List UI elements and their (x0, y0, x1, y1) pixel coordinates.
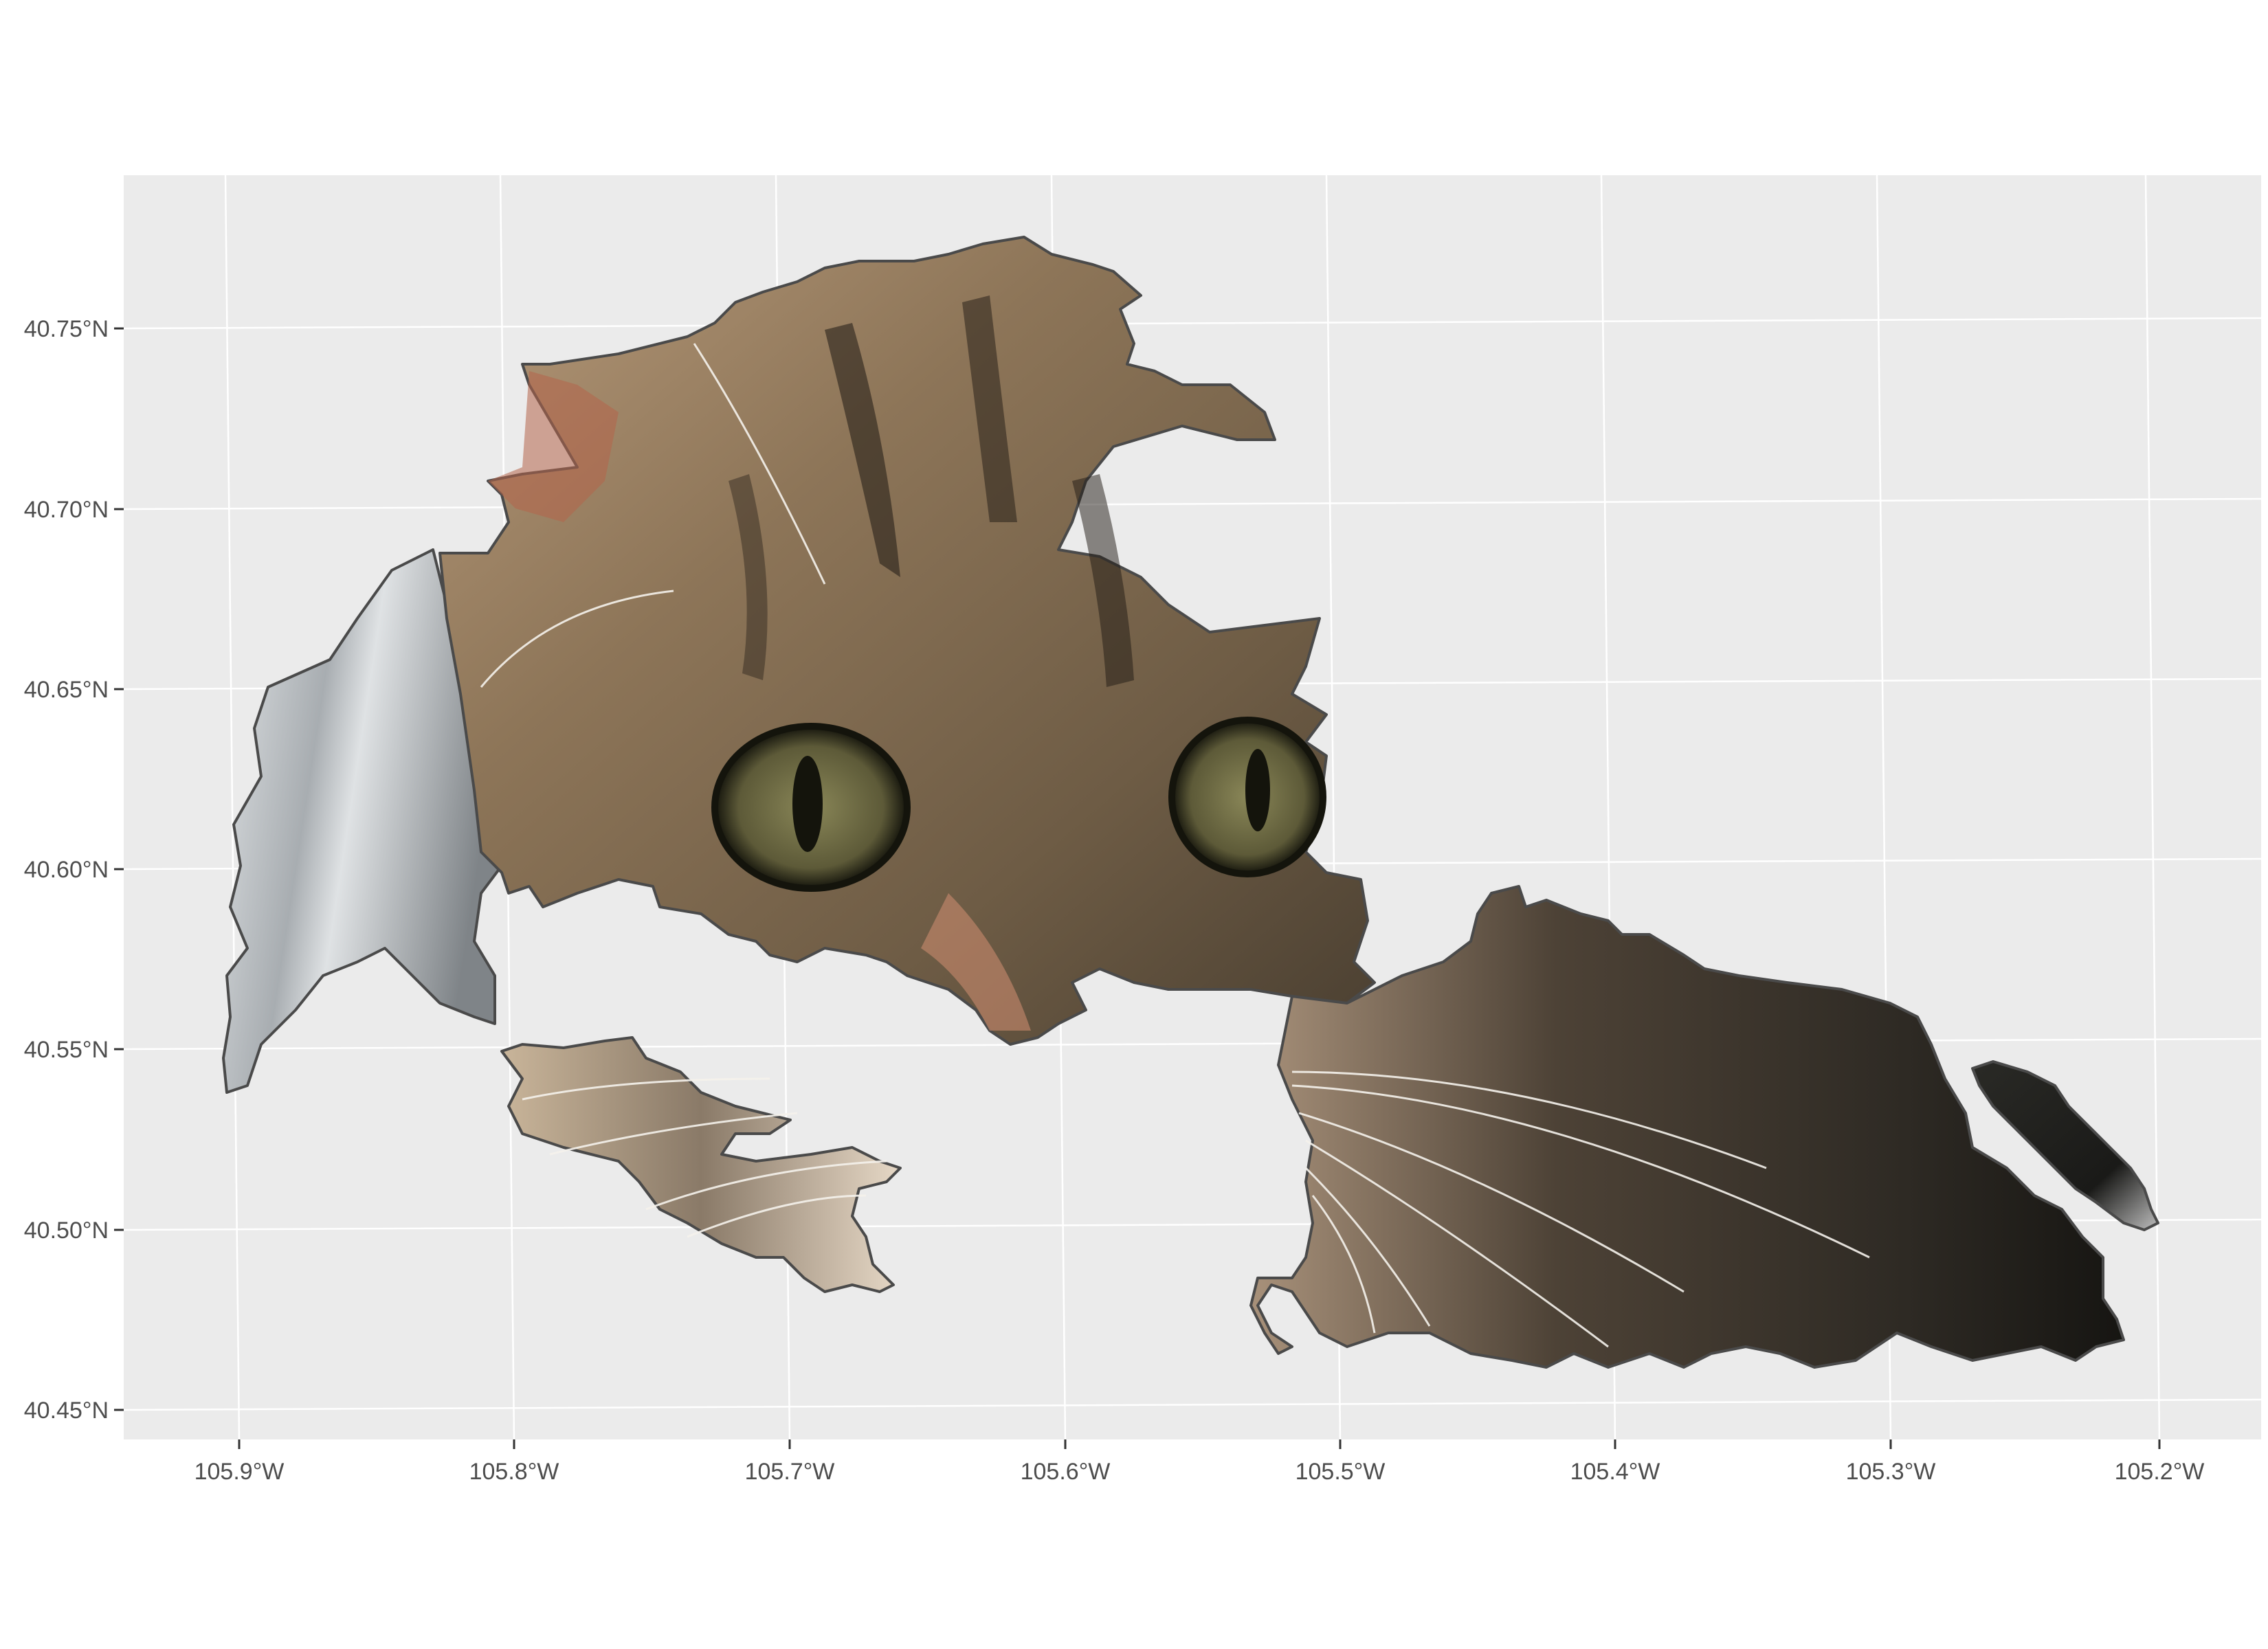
region-west-silver (222, 548, 503, 1094)
graticule-meridian (2144, 175, 2161, 1440)
y-axis: 40.75°N 40.70°N 40.65°N 40.60°N 40.55°N 40.50… (24, 316, 124, 1424)
y-tick-label: 40.70°N (24, 497, 109, 523)
map-regions (222, 236, 2159, 1369)
y-tick-label: 40.65°N (24, 677, 109, 703)
y-tick-label: 40.75°N (24, 316, 109, 342)
cat-face-details (488, 295, 1326, 1031)
x-tick-label: 105.6°W (1021, 1459, 1111, 1485)
stripe (729, 474, 768, 680)
y-tick-label: 40.45°N (24, 1398, 109, 1424)
whiskers (480, 343, 1870, 1348)
graticule-parallel (123, 497, 2262, 511)
nose-muzzle (921, 893, 1031, 1031)
stripe (962, 295, 1017, 522)
region-whisker-peninsula (500, 1036, 902, 1293)
x-tick-label: 105.8°W (469, 1459, 559, 1485)
x-tick-label: 105.2°W (2115, 1459, 2205, 1485)
graticule-parallel (123, 1398, 2262, 1411)
x-tick-label: 105.3°W (1846, 1459, 1936, 1485)
y-tick-label: 40.50°N (24, 1218, 109, 1244)
x-tick-label: 105.4°W (1570, 1459, 1660, 1485)
right-pupil (1245, 749, 1270, 831)
x-tick-label: 105.5°W (1296, 1459, 1386, 1485)
y-tick-label: 40.55°N (24, 1037, 109, 1063)
left-pupil (792, 756, 823, 852)
graticule-meridian (224, 175, 241, 1440)
graticule-parallel (123, 317, 2262, 330)
y-tick-label: 40.60°N (24, 857, 109, 883)
ear-pink-patch (488, 371, 619, 522)
stripe (1072, 474, 1134, 687)
region-cat-face (438, 236, 1376, 1046)
x-tick-label: 105.9°W (194, 1459, 285, 1485)
x-tick-label: 105.7°W (745, 1459, 835, 1485)
x-axis: 105.9°W 105.8°W 105.7°W 105.6°W 105.5°W 105.4… (194, 1439, 2205, 1485)
region-tail (1971, 1060, 2159, 1231)
stripe (825, 323, 900, 577)
